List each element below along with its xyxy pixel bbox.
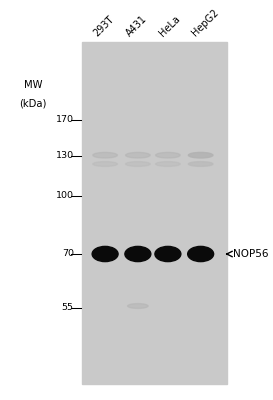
Ellipse shape bbox=[126, 152, 150, 158]
Ellipse shape bbox=[126, 162, 150, 166]
Ellipse shape bbox=[93, 162, 117, 166]
Ellipse shape bbox=[155, 246, 181, 262]
Ellipse shape bbox=[156, 152, 180, 158]
Ellipse shape bbox=[188, 246, 213, 262]
Bar bbox=[82, 42, 227, 384]
Text: 55: 55 bbox=[62, 304, 74, 312]
Text: A431: A431 bbox=[124, 13, 149, 38]
Ellipse shape bbox=[188, 162, 213, 166]
Text: 293T: 293T bbox=[91, 14, 116, 38]
Text: MW: MW bbox=[23, 80, 42, 90]
Ellipse shape bbox=[188, 152, 213, 158]
Text: (kDa): (kDa) bbox=[19, 98, 46, 108]
Text: 130: 130 bbox=[56, 152, 74, 160]
Ellipse shape bbox=[92, 246, 118, 262]
Text: 170: 170 bbox=[56, 116, 74, 124]
Ellipse shape bbox=[156, 162, 180, 166]
Text: 70: 70 bbox=[62, 250, 74, 258]
Ellipse shape bbox=[125, 246, 151, 262]
Text: NOP56: NOP56 bbox=[233, 249, 269, 259]
Text: 100: 100 bbox=[56, 192, 74, 200]
Text: HeLa: HeLa bbox=[157, 13, 182, 38]
Text: HepG2: HepG2 bbox=[190, 7, 220, 38]
Ellipse shape bbox=[127, 304, 148, 308]
Ellipse shape bbox=[93, 152, 117, 158]
